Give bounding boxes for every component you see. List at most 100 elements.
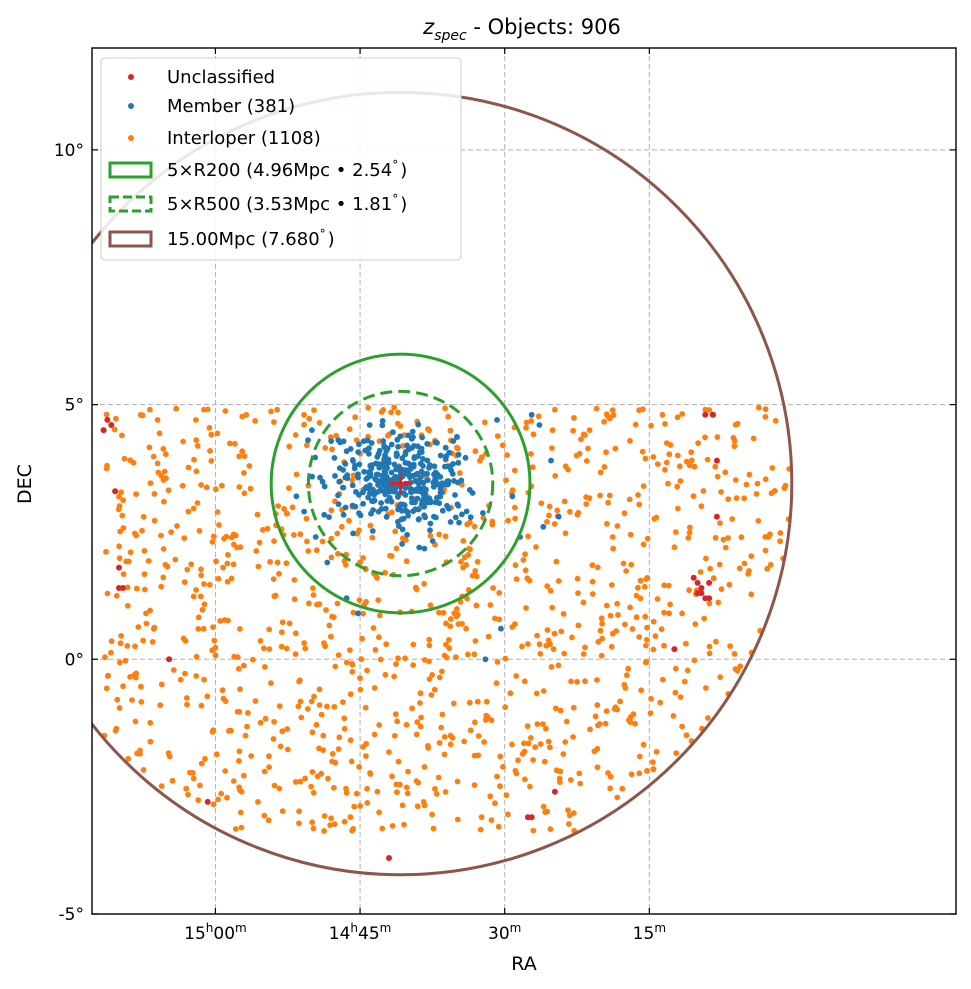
data-point — [124, 643, 131, 649]
data-point — [450, 700, 457, 707]
data-point — [413, 731, 420, 738]
data-point — [217, 618, 224, 624]
data-point — [213, 751, 220, 758]
data-point — [544, 627, 551, 633]
data-point — [254, 511, 261, 518]
data-point — [720, 536, 727, 543]
data-point — [536, 641, 543, 648]
data-point — [483, 712, 490, 719]
data-point — [277, 743, 284, 750]
data-point — [505, 811, 511, 818]
data-point — [410, 641, 417, 648]
data-point — [537, 650, 544, 657]
data-point — [276, 785, 283, 792]
data-point — [643, 576, 649, 582]
data-point — [772, 417, 779, 424]
data-point — [591, 748, 598, 755]
data-point — [239, 448, 246, 455]
data-point — [183, 785, 190, 792]
data-point — [632, 720, 638, 727]
data-point — [679, 723, 685, 730]
data-point — [374, 788, 381, 795]
data-point — [255, 799, 261, 805]
data-point — [292, 432, 299, 438]
data-point — [355, 471, 361, 478]
data-point — [112, 488, 119, 495]
data-point — [558, 628, 565, 635]
data-point — [250, 656, 256, 663]
data-point — [608, 643, 615, 650]
data-point — [389, 486, 396, 493]
data-point — [216, 522, 222, 528]
data-point — [637, 577, 644, 584]
data-point — [687, 524, 693, 531]
data-point — [513, 770, 520, 777]
data-point — [316, 686, 323, 693]
data-point — [222, 768, 229, 774]
data-point — [295, 703, 302, 710]
data-point — [261, 664, 268, 670]
data-point — [133, 585, 140, 592]
data-point — [442, 444, 449, 451]
data-point — [643, 659, 650, 665]
data-point — [351, 803, 358, 810]
data-point — [204, 798, 211, 805]
data-point — [356, 441, 362, 448]
data-point — [356, 764, 362, 770]
data-point — [547, 826, 554, 832]
data-point — [454, 444, 460, 451]
legend-marker — [128, 135, 134, 141]
data-point — [237, 686, 243, 693]
data-point — [103, 465, 110, 472]
data-point — [322, 643, 328, 650]
data-point — [632, 421, 639, 428]
data-point — [442, 533, 449, 540]
data-point — [540, 688, 547, 694]
data-point — [356, 510, 362, 517]
data-point — [309, 819, 316, 826]
data-point — [399, 535, 406, 542]
data-point — [395, 443, 401, 450]
data-point — [471, 523, 478, 530]
data-point — [310, 585, 316, 592]
data-point — [224, 578, 231, 585]
data-point — [118, 489, 124, 496]
data-point — [585, 445, 591, 452]
data-point — [754, 480, 761, 487]
data-point — [403, 721, 410, 728]
data-point — [379, 422, 386, 429]
legend-box — [100, 57, 462, 261]
data-point — [640, 483, 647, 489]
data-point — [725, 535, 731, 541]
data-point — [309, 473, 315, 480]
data-point — [104, 590, 111, 597]
data-point — [180, 438, 187, 445]
data-point — [424, 440, 431, 447]
data-point — [369, 534, 376, 541]
data-point — [422, 514, 429, 521]
data-point — [472, 719, 478, 726]
data-point — [193, 653, 200, 660]
data-point — [466, 699, 473, 706]
data-point — [509, 493, 516, 500]
data-point — [309, 427, 315, 433]
data-point — [195, 626, 202, 632]
data-point — [261, 645, 267, 652]
data-point — [271, 782, 278, 789]
data-point — [408, 489, 414, 496]
data-point — [414, 719, 421, 725]
data-point — [270, 576, 277, 582]
data-point — [509, 741, 515, 748]
data-point — [116, 659, 123, 666]
data-point — [237, 626, 243, 632]
data-point — [166, 656, 173, 663]
data-point — [543, 725, 549, 732]
data-point — [342, 461, 349, 467]
data-point — [685, 535, 692, 541]
data-point — [139, 527, 145, 534]
data-point — [404, 531, 410, 538]
data-point — [660, 676, 666, 683]
data-point — [575, 509, 582, 516]
data-point — [420, 456, 426, 462]
data-point — [418, 714, 424, 721]
